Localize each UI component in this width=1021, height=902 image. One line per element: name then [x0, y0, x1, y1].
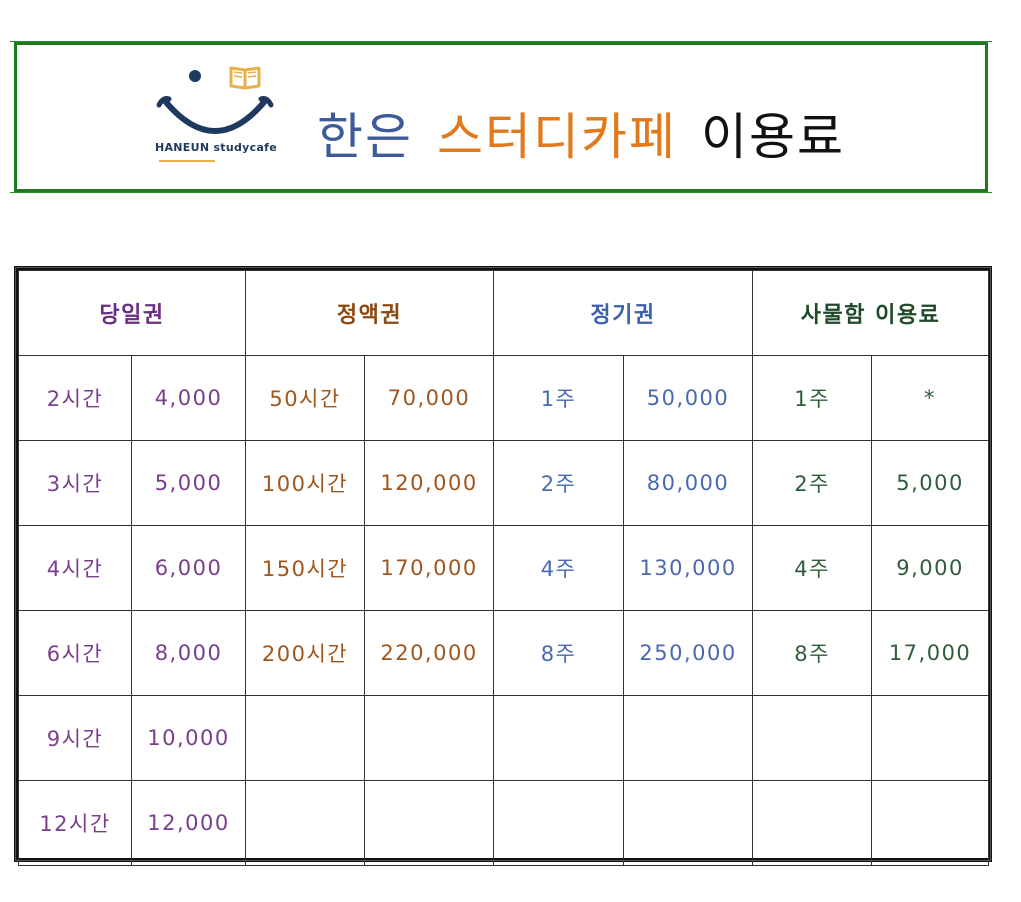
period-duration-cell	[493, 780, 625, 866]
daily-price-cell: 4,000	[130, 355, 247, 441]
period-price-cell: 130,000	[623, 525, 754, 611]
table-row: 9시간 10,000	[18, 695, 990, 781]
prepaid-hours-cell: 150시간	[245, 525, 366, 611]
table-header-row: 당일권 정액권 정기권 사물함 이용료	[17, 270, 990, 356]
period-duration-cell: 4주	[493, 525, 625, 611]
table-row: 4시간 6,000 150시간 170,000 4주 130,000 4주 9,000	[18, 525, 990, 611]
prepaid-price-cell	[364, 780, 495, 866]
prepaid-hours-cell	[245, 695, 366, 781]
period-duration-cell	[493, 695, 625, 781]
header-prepaid-hours: 정액권	[245, 270, 495, 356]
header-daily-pass: 당일권	[17, 270, 247, 356]
daily-duration-cell: 3시간	[18, 440, 132, 526]
cafe-logo: HANEUN studycafe	[143, 53, 289, 173]
book-icon	[229, 66, 261, 90]
daily-price-cell: 5,000	[130, 440, 247, 526]
table-row: 3시간 5,000 100시간 120,000 2주 80,000 2주 5,000	[18, 440, 990, 526]
prepaid-hours-cell: 50시간	[245, 355, 366, 441]
header-banner: HANEUN studycafe 한은 스터디카페 이용료	[10, 41, 992, 193]
daily-price-cell: 6,000	[130, 525, 247, 611]
daily-price-cell: 10,000	[130, 695, 247, 781]
daily-price-cell: 12,000	[130, 780, 247, 866]
title-part-fees: 이용료	[701, 108, 845, 166]
locker-price-cell	[871, 695, 990, 781]
header-locker-fee: 사물함 이용료	[752, 270, 990, 356]
daily-duration-cell: 9시간	[18, 695, 132, 781]
table-row: 2시간 4,000 50시간 70,000 1주 50,000 1주 *	[18, 355, 990, 441]
prepaid-price-cell: 170,000	[364, 525, 495, 611]
daily-duration-cell: 12시간	[18, 780, 132, 866]
locker-price-cell: 17,000	[871, 610, 990, 696]
logo-text: HANEUN studycafe	[154, 141, 278, 154]
header-period-pass: 정기권	[493, 270, 754, 356]
period-duration-cell: 2주	[493, 440, 625, 526]
period-price-cell	[623, 780, 754, 866]
smiley-book-logo-icon	[156, 66, 274, 134]
locker-price-cell: 9,000	[871, 525, 990, 611]
period-price-cell	[623, 695, 754, 781]
locker-price-cell: 5,000	[871, 440, 990, 526]
period-price-cell: 50,000	[623, 355, 754, 441]
logo-underline	[159, 160, 215, 162]
daily-price-cell: 8,000	[130, 610, 247, 696]
period-duration-cell: 8주	[493, 610, 625, 696]
page-title: 한은 스터디카페 이용료	[317, 97, 845, 169]
locker-duration-cell	[752, 695, 873, 781]
prepaid-hours-cell	[245, 780, 366, 866]
locker-duration-cell: 4주	[752, 525, 873, 611]
locker-price-cell: *	[871, 355, 990, 441]
logo-smile-icon	[162, 98, 268, 134]
locker-duration-cell: 8주	[752, 610, 873, 696]
daily-duration-cell: 6시간	[18, 610, 132, 696]
locker-duration-cell	[752, 780, 873, 866]
fee-table-frame: 당일권 정액권 정기권 사물함 이용료 2시간 4,000 50시간 70,000 1주…	[14, 266, 992, 866]
title-part-brand: 한은	[317, 108, 413, 166]
locker-duration-cell: 1주	[752, 355, 873, 441]
title-part-studycafe: 스터디카페	[437, 108, 677, 166]
table-row: 12시간 12,000	[18, 780, 990, 866]
prepaid-price-cell: 220,000	[364, 610, 495, 696]
period-price-cell: 250,000	[623, 610, 754, 696]
prepaid-hours-cell: 100시간	[245, 440, 366, 526]
locker-price-cell	[871, 780, 990, 866]
prepaid-price-cell: 70,000	[364, 355, 495, 441]
daily-duration-cell: 2시간	[18, 355, 132, 441]
prepaid-hours-cell: 200시간	[245, 610, 366, 696]
logo-eye-icon	[189, 70, 201, 82]
period-duration-cell: 1주	[493, 355, 625, 441]
daily-duration-cell: 4시간	[18, 525, 132, 611]
fee-table: 당일권 정액권 정기권 사물함 이용료 2시간 4,000 50시간 70,000 1주…	[17, 270, 990, 866]
table-row: 6시간 8,000 200시간 220,000 8주 250,000 8주 17,000	[18, 610, 990, 696]
period-price-cell: 80,000	[623, 440, 754, 526]
locker-duration-cell: 2주	[752, 440, 873, 526]
prepaid-price-cell	[364, 695, 495, 781]
prepaid-price-cell: 120,000	[364, 440, 495, 526]
